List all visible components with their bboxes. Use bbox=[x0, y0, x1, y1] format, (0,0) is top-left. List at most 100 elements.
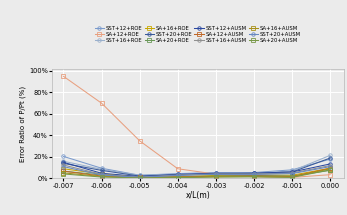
SST+12+AUSM bbox=[176, 173, 180, 176]
SST+20+AUSM bbox=[290, 172, 294, 175]
SST+20+AUSM bbox=[214, 173, 218, 176]
Line: SST+16+AUSM: SST+16+AUSM bbox=[62, 163, 332, 179]
SST+16+AUSM bbox=[252, 173, 256, 175]
SA+12+ROE bbox=[61, 75, 66, 78]
Line: SST+20+AUSM: SST+20+AUSM bbox=[62, 165, 332, 179]
SA+16+ROE bbox=[328, 167, 332, 169]
SST+20+ROE bbox=[252, 172, 256, 175]
SST+12+ROE bbox=[214, 171, 218, 174]
SST+20+ROE bbox=[176, 174, 180, 176]
SA+16+ROE bbox=[252, 174, 256, 176]
SA+16+AUSM bbox=[328, 167, 332, 170]
SA+20+ROE bbox=[214, 175, 218, 177]
SA+16+AUSM bbox=[176, 176, 180, 179]
SST+12+ROE bbox=[252, 171, 256, 174]
Y-axis label: Error Ratio of P/Pt (%): Error Ratio of P/Pt (%) bbox=[20, 86, 26, 162]
SA+16+AUSM bbox=[290, 176, 294, 178]
Line: SST+12+AUSM: SST+12+AUSM bbox=[62, 161, 332, 178]
SA+12+ROE bbox=[100, 102, 104, 104]
SST+20+AUSM bbox=[100, 174, 104, 176]
SST+12+ROE bbox=[138, 174, 142, 177]
SST+16+ROE bbox=[176, 173, 180, 176]
SST+20+AUSM bbox=[328, 165, 332, 168]
SST+16+AUSM bbox=[290, 172, 294, 174]
SST+16+ROE bbox=[214, 172, 218, 174]
SST+20+AUSM bbox=[61, 165, 66, 168]
SST+12+AUSM bbox=[61, 161, 66, 164]
SA+20+AUSM bbox=[61, 173, 66, 175]
SST+20+AUSM bbox=[176, 174, 180, 177]
SA+12+AUSM bbox=[61, 170, 66, 172]
SST+20+ROE bbox=[214, 172, 218, 175]
SA+20+AUSM bbox=[214, 176, 218, 178]
SST+16+ROE bbox=[252, 172, 256, 174]
SA+12+AUSM bbox=[176, 176, 180, 178]
SST+12+AUSM bbox=[138, 175, 142, 178]
SA+12+ROE bbox=[214, 173, 218, 175]
SA+20+ROE bbox=[328, 169, 332, 172]
X-axis label: x/L(m): x/L(m) bbox=[185, 191, 210, 200]
SST+16+AUSM bbox=[214, 173, 218, 175]
SST+16+AUSM bbox=[61, 164, 66, 166]
Line: SST+20+ROE: SST+20+ROE bbox=[62, 156, 332, 178]
SST+16+AUSM bbox=[100, 173, 104, 176]
SA+20+AUSM bbox=[328, 169, 332, 171]
SST+16+ROE bbox=[61, 160, 66, 163]
SA+12+ROE bbox=[290, 176, 294, 179]
SA+20+ROE bbox=[100, 174, 104, 176]
SA+12+ROE bbox=[252, 175, 256, 178]
SA+20+AUSM bbox=[138, 177, 142, 179]
SA+12+AUSM bbox=[138, 176, 142, 179]
SA+20+AUSM bbox=[176, 176, 180, 179]
Line: SA+20+ROE: SA+20+ROE bbox=[62, 169, 332, 179]
SST+16+AUSM bbox=[328, 164, 332, 167]
Line: SST+12+ROE: SST+12+ROE bbox=[62, 155, 332, 177]
Legend: SST+12+ROE, SA+12+ROE, SST+16+ROE, SA+16+ROE, SST+20+ROE, SA+20+ROE, SST+12+AUSM: SST+12+ROE, SA+12+ROE, SST+16+ROE, SA+16… bbox=[94, 25, 302, 44]
SA+12+AUSM bbox=[328, 167, 332, 169]
SST+16+ROE bbox=[138, 174, 142, 177]
SA+16+ROE bbox=[290, 174, 294, 177]
Line: SA+16+ROE: SA+16+ROE bbox=[62, 166, 332, 179]
SA+16+AUSM bbox=[138, 176, 142, 179]
SST+12+ROE bbox=[328, 158, 332, 160]
SA+16+ROE bbox=[176, 175, 180, 178]
SA+20+ROE bbox=[138, 176, 142, 179]
SST+16+AUSM bbox=[138, 176, 142, 178]
SA+12+AUSM bbox=[290, 175, 294, 178]
SA+16+ROE bbox=[214, 174, 218, 177]
SA+20+ROE bbox=[176, 176, 180, 178]
SA+16+AUSM bbox=[252, 175, 256, 178]
SST+12+AUSM bbox=[328, 163, 332, 165]
SA+16+ROE bbox=[61, 167, 66, 170]
SA+12+ROE bbox=[176, 167, 180, 170]
SST+16+ROE bbox=[100, 168, 104, 171]
SST+20+ROE bbox=[100, 169, 104, 172]
SST+12+ROE bbox=[100, 167, 104, 169]
SA+20+ROE bbox=[252, 174, 256, 177]
Line: SA+12+ROE: SA+12+ROE bbox=[62, 75, 332, 179]
SST+20+AUSM bbox=[252, 173, 256, 176]
SST+16+ROE bbox=[290, 170, 294, 172]
SA+16+AUSM bbox=[61, 172, 66, 174]
Line: SA+20+AUSM: SA+20+AUSM bbox=[62, 168, 332, 180]
SA+20+AUSM bbox=[290, 176, 294, 179]
Line: SA+16+AUSM: SA+16+AUSM bbox=[62, 167, 332, 180]
SST+16+AUSM bbox=[176, 174, 180, 176]
SST+12+AUSM bbox=[252, 172, 256, 175]
SST+20+AUSM bbox=[138, 176, 142, 179]
SST+12+ROE bbox=[290, 169, 294, 171]
SA+16+ROE bbox=[138, 176, 142, 178]
SA+12+AUSM bbox=[252, 175, 256, 177]
SA+20+AUSM bbox=[100, 176, 104, 178]
SST+12+AUSM bbox=[290, 171, 294, 173]
SST+12+ROE bbox=[176, 172, 180, 175]
SST+12+AUSM bbox=[100, 172, 104, 175]
Line: SST+16+ROE: SST+16+ROE bbox=[62, 154, 332, 177]
SA+20+ROE bbox=[290, 175, 294, 177]
SA+12+ROE bbox=[328, 173, 332, 176]
SA+12+AUSM bbox=[100, 175, 104, 177]
SA+16+ROE bbox=[100, 173, 104, 175]
SA+12+ROE bbox=[138, 140, 142, 142]
Line: SA+12+AUSM: SA+12+AUSM bbox=[62, 166, 332, 179]
SA+16+AUSM bbox=[100, 175, 104, 178]
